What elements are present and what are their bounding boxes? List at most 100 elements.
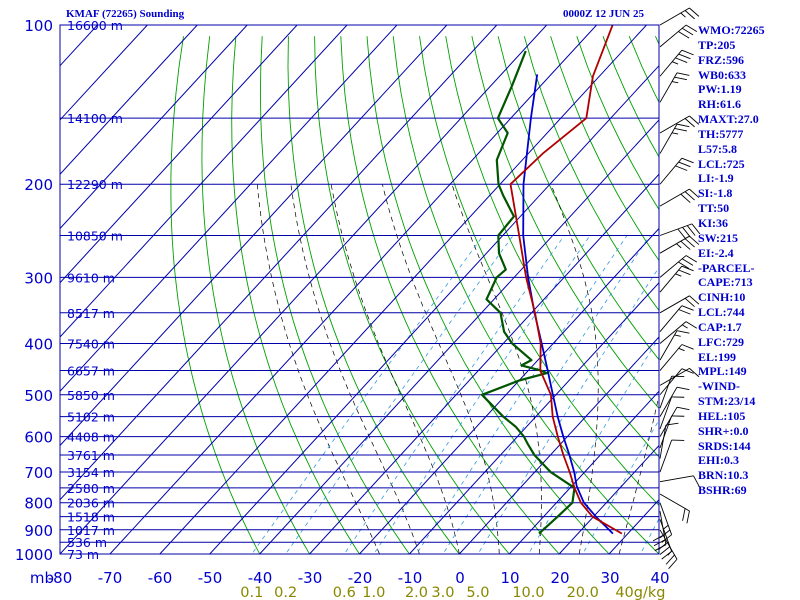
wind-barb-flag [682, 227, 691, 238]
pressure-tick-label: 1000 [15, 546, 53, 564]
x-tick-label: mb [30, 569, 54, 587]
index-item: MPL:149 [698, 364, 747, 379]
height-label: 5850 m [67, 388, 115, 403]
wind-barb-half-flag [681, 324, 688, 329]
mixing-ratio-label: 0.2 [274, 585, 297, 600]
wind-barb-staff [659, 415, 673, 449]
mixing-ratio-label: 0.1 [240, 585, 263, 600]
height-label: 536 m [67, 535, 107, 550]
index-item: HEL:105 [698, 408, 746, 423]
x-tick-label: -40 [248, 569, 273, 587]
isotherm-line [259, 119, 659, 554]
mixing-ratio-label: 5.0 [466, 585, 489, 600]
wind-barb-flag [684, 238, 695, 248]
dry-adiabat [445, 36, 659, 458]
wind-barb-staff [659, 406, 678, 437]
wind-barb-staff [659, 255, 687, 278]
index-item: SHR+:0.0 [698, 423, 749, 438]
wind-barb-half-flag [662, 524, 669, 530]
index-item: TH:5777 [698, 126, 744, 141]
index-item: FRZ:596 [698, 52, 744, 67]
wind-barb-staff [659, 157, 683, 185]
index-item: WB0:633 [698, 67, 746, 82]
dry-adiabat [419, 36, 659, 507]
dry-adiabat [259, 36, 410, 554]
index-item: EL:199 [698, 349, 737, 364]
index-item: WMO:72265 [698, 23, 765, 37]
x-tick-label: 20 [550, 569, 569, 587]
wind-barb-staff [659, 115, 690, 134]
height-label: 3761 m [67, 448, 115, 463]
height-label: 16600 m [67, 18, 123, 33]
index-item: LFC:729 [698, 334, 744, 349]
wind-barb-staff [659, 188, 690, 207]
wind-barb-half-flag [678, 347, 685, 352]
wind-barb-flag [668, 558, 678, 570]
wind-barb-staff [659, 376, 673, 409]
wind-barb-flag [677, 228, 687, 240]
mixing-ratio-label: 20.0 [567, 585, 599, 600]
wind-barb-flag [681, 258, 694, 266]
height-label: 5102 m [67, 410, 115, 425]
wind-barb-staff [659, 439, 673, 473]
wind-barb-flag [678, 53, 691, 60]
isotherm-line [458, 336, 659, 554]
wind-barb-flag [682, 508, 686, 521]
wind-barb-staff [659, 265, 683, 293]
wind-barb-flag [681, 157, 694, 164]
plot-frame [59, 24, 660, 555]
index-item: PW:1.19 [698, 82, 742, 97]
height-label: 8517 m [67, 306, 115, 321]
wind-barb-staff [659, 344, 683, 371]
wind-barb-flag [681, 305, 694, 311]
wind-barb-flag [689, 7, 700, 17]
wind-barb-staff [659, 368, 683, 396]
wind-barb-flag [676, 406, 690, 411]
wind-barb-flag [681, 49, 694, 56]
height-label: 12290 m [67, 177, 123, 192]
height-label: 10850 m [67, 229, 123, 244]
wind-barb-staff [659, 475, 694, 483]
stability-indices-panel: WMO:72265 TP:205 FRZ:596 WB0:633 PW:1.19 RH:6… [698, 23, 765, 498]
dry-adiabat [287, 36, 460, 554]
x-tick-label: 10 [500, 569, 519, 587]
isotherm-line [558, 444, 659, 554]
wind-barb-flag [658, 541, 669, 551]
temperature-line [509, 25, 623, 535]
height-label: 1518 m [67, 510, 115, 525]
wind-barb-flag [678, 161, 691, 168]
index-item: STM:23/14 [698, 394, 756, 409]
index-item: BRN:10.3 [698, 468, 749, 483]
wind-barb-flag [693, 475, 700, 488]
wind-barb-flag [685, 24, 698, 33]
wind-barb-flag [686, 510, 690, 524]
wind-barb-flag [678, 309, 691, 315]
index-item: SW:215 [698, 230, 739, 245]
isotherm-line [60, 25, 348, 338]
isotherm-line [309, 173, 659, 554]
height-label: 1017 m [67, 523, 115, 538]
mixing-ratio-line [343, 235, 565, 554]
wind-barb-half-flag [680, 12, 686, 18]
moist-adiabat [330, 184, 460, 554]
dry-adiabat [550, 36, 659, 262]
wind-barb-flag [686, 225, 696, 236]
parcel-line [522, 74, 614, 535]
height-label: 14100 m [67, 111, 123, 126]
wind-barb-staff [659, 424, 667, 459]
index-item: L57:5.8 [698, 141, 737, 156]
isotherm-line [60, 25, 448, 447]
wind-barb-flag [689, 295, 700, 305]
wind-barb-staff [659, 321, 687, 344]
mixing-ratio-label: 1.0 [362, 585, 385, 600]
height-label: 2036 m [67, 496, 115, 511]
wind-barb-flag [674, 128, 687, 132]
wind-barb-flag [678, 269, 691, 276]
height-label: 3154 m [67, 465, 115, 480]
mixing-ratio-line [639, 518, 659, 554]
isotherm-line [60, 25, 398, 392]
pressure-tick-label: 200 [24, 176, 53, 194]
wind-barb-staff [659, 493, 690, 512]
wind-barbs-layer [652, 7, 701, 570]
